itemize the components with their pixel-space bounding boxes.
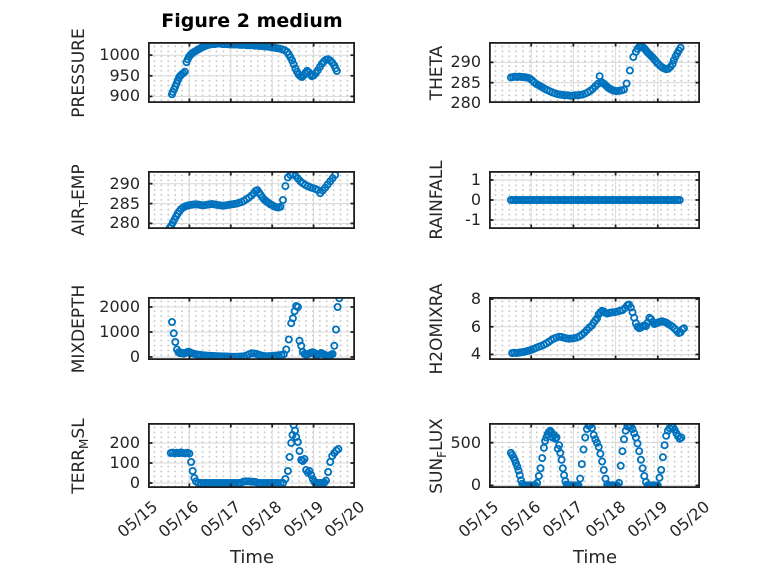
plot-canvas-THETA (489, 42, 700, 103)
y-tick-label: 6 (470, 316, 481, 336)
axes-box (489, 297, 700, 360)
y-tick-label: -1 (465, 210, 481, 229)
y-tick-label: 290 (450, 52, 481, 72)
y-tick-label: 100 (109, 453, 140, 472)
plot-canvas-PRESSURE (148, 42, 355, 103)
figure-title: Figure 2 medium (161, 10, 343, 32)
plot-area-mixdepth (148, 297, 355, 360)
axes-box (489, 171, 700, 229)
ylabel-text: EMP (68, 164, 89, 200)
y-tick-label: 900 (109, 86, 140, 106)
plot-canvas-AIR_TEMP (148, 171, 355, 229)
ylabel-text: TERR (68, 448, 89, 494)
plot-canvas-TERR_MSL (148, 423, 355, 488)
scatter-series-THETA (506, 42, 685, 100)
y-tick-label: 500 (450, 432, 481, 452)
y-tick-label: 285 (109, 193, 140, 213)
y-tick-label: 280 (450, 93, 481, 112)
plot-area-airtemp (148, 171, 355, 229)
x-axis-label-left: Time (229, 547, 275, 568)
plot-canvas-H2OMIXRA (489, 297, 700, 360)
x-axis-label-right: Time (572, 547, 618, 568)
plot-area-sunflux (489, 423, 700, 488)
major-grid (148, 171, 355, 229)
y-tick-label: 2000 (99, 297, 140, 316)
plot-area-theta (489, 42, 700, 103)
scatter-series-AIR_TEMP (165, 171, 340, 229)
y-tick-label: 290 (109, 173, 140, 193)
x-tick-label: 05/15 (113, 497, 162, 542)
ylabel-text: MIXDEPTH (68, 284, 89, 373)
scatter-series-PRESSURE (167, 42, 341, 99)
plot-area-pressure (148, 42, 355, 103)
plot-canvas-SUN_FLUX (489, 423, 700, 488)
x-tick-label: 05/20 (665, 497, 714, 542)
ylabel-text: SL (68, 417, 89, 439)
scatter-series-H2OMIXRA (508, 300, 688, 358)
axes-box (489, 423, 700, 488)
y-tick-label: 0 (129, 347, 140, 366)
x-tick-label: 05/16 (155, 497, 203, 542)
axes-box (489, 42, 700, 103)
x-tick-label: 05/16 (496, 497, 545, 542)
axes-box (148, 171, 355, 229)
y-tick-label: 1 (470, 170, 481, 189)
ylabel-subscript: F (435, 450, 450, 458)
axes-box (148, 297, 355, 360)
y-tick-label: 0 (470, 190, 481, 209)
plot-canvas-RAINFALL (489, 171, 700, 229)
y-tick-label: 200 (109, 433, 140, 452)
axes-box (148, 42, 355, 103)
x-tick-label: 05/18 (237, 497, 286, 542)
plot-area-h2omixra (489, 297, 700, 360)
x-tick-label: 05/15 (454, 497, 503, 542)
y-tick-label: 1000 (99, 322, 140, 341)
y-tick-label: 4 (470, 344, 481, 364)
scatter-series-RAINFALL (506, 195, 684, 204)
x-tick-label: 05/17 (196, 497, 245, 542)
y-tick-label: 1000 (99, 45, 140, 65)
plot-area-terrmsl (148, 423, 355, 488)
y-tick-label: 0 (129, 473, 140, 492)
plot-area-rainfall (489, 171, 700, 229)
x-tick-label: 05/18 (581, 497, 629, 542)
y-tick-label: 285 (450, 72, 481, 92)
y-tick-label: 8 (470, 289, 481, 309)
plot-canvas-MIXDEPTH (148, 297, 355, 360)
ylabel-text: AIR (68, 207, 89, 236)
x-tick-label: 05/19 (623, 497, 672, 542)
scatter-series-MIXDEPTH (167, 297, 344, 360)
major-grid (489, 42, 700, 103)
x-tick-label: 05/20 (320, 497, 369, 542)
y-tick-label: 0 (470, 475, 481, 495)
axes-box (148, 423, 355, 488)
ylabel-text: PRESSURE (68, 27, 89, 118)
y-tick-label: 280 (109, 213, 140, 233)
y-tick-label: 950 (109, 65, 140, 85)
scatter-series-TERR_MSL (166, 423, 343, 488)
x-tick-label: 05/17 (539, 497, 587, 542)
x-tick-label: 05/19 (279, 497, 327, 542)
